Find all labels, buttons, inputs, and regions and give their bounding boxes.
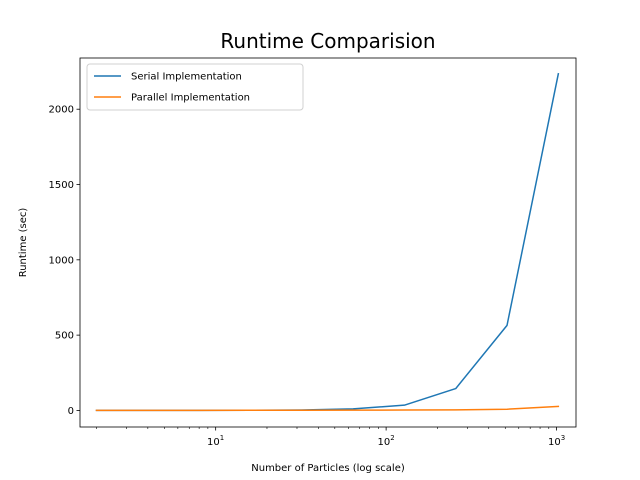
- y-tick-label-4: 2000: [49, 105, 74, 116]
- x-axis-label: Number of Particles (log scale): [251, 463, 405, 474]
- legend: Serial Implementation Parallel Implementa…: [86, 63, 304, 111]
- series-layer: [95, 72, 560, 412]
- x-tick-label-0: 101: [207, 434, 224, 448]
- x-tick-base-1: 10: [378, 437, 391, 448]
- y-tick-label-1: 500: [55, 331, 74, 342]
- x-tick-exp-0: 1: [220, 434, 224, 442]
- legend-box: [86, 63, 304, 111]
- x-tick-exp-1: 2: [390, 434, 394, 442]
- x-tick-base-0: 10: [207, 437, 220, 448]
- legend-label-1: Parallel Implementation: [131, 93, 250, 104]
- chart-title: Runtime Comparision: [220, 29, 435, 53]
- series-line-1: [95, 405, 560, 412]
- y-tick-label-2: 1000: [49, 255, 74, 266]
- x-tick-label-1: 102: [378, 434, 395, 448]
- x-tick-exp-2: 3: [561, 434, 565, 442]
- y-axis-label: Runtime (sec): [18, 208, 29, 278]
- x-tick-label-2: 103: [548, 434, 565, 448]
- plot-area: [79, 57, 577, 428]
- y-axis: 0 500 1000 1500 2000: [49, 105, 80, 417]
- y-tick-label-3: 1500: [49, 180, 74, 191]
- y-tick-label-0: 0: [68, 406, 74, 417]
- legend-label-0: Serial Implementation: [131, 72, 242, 83]
- x-tick-base-2: 10: [548, 437, 561, 448]
- x-axis: 101 102 103: [96, 427, 565, 448]
